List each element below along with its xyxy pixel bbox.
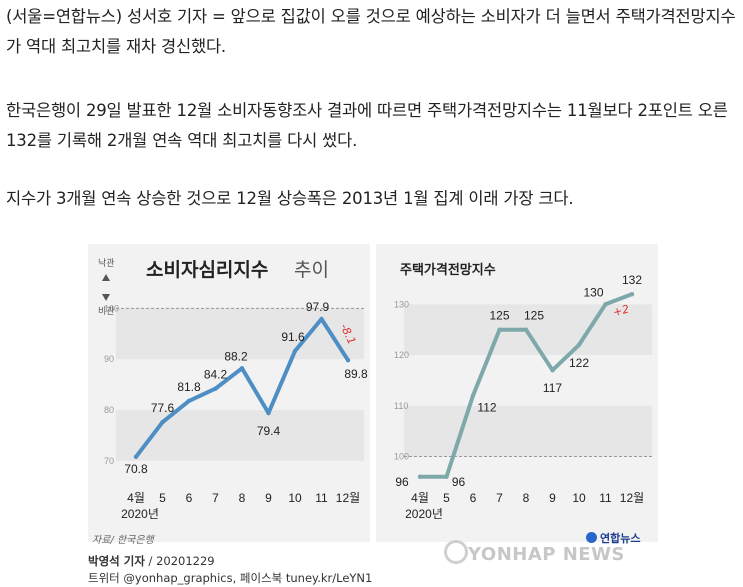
right-point-3	[497, 327, 502, 332]
left-xtick-2: 6	[186, 491, 193, 505]
credit-author-name: 박영석 기자	[88, 554, 145, 568]
left-data-label-7: 97.9	[306, 300, 330, 314]
left-data-label-8: 89.8	[344, 367, 368, 381]
left-band-1	[116, 410, 364, 461]
right-data-label-8: 132	[622, 273, 642, 287]
right-data-label-7: 130	[583, 285, 603, 299]
pessimism-down-triangle	[102, 294, 110, 301]
left-point-0	[133, 454, 139, 459]
right-xtick-2: 6	[470, 491, 477, 505]
left-point-4	[239, 366, 245, 371]
right-xtick-1: 5	[443, 491, 450, 505]
watermark-icon	[444, 540, 468, 564]
left-point-2	[186, 398, 192, 404]
optimism-label: 낙관	[98, 258, 115, 269]
left-xtick-3: 7	[212, 491, 219, 505]
right-point-7	[603, 302, 608, 307]
left-point-5	[266, 410, 271, 416]
left-data-label-5: 79.4	[257, 424, 281, 438]
right-xtick-7: 11	[599, 491, 612, 505]
right-data-label-5: 117	[543, 381, 562, 395]
right-chart-title: 주택가격전망지수	[400, 262, 496, 278]
article-paragraph-3: 지수가 3개월 연속 상승한 것으로 12월 상승폭은 2013년 1월 집계 …	[6, 189, 574, 208]
chart-svg: 70 80 90 100 70.8 77.681.884.2 88.2 79.4 91.6 97.…	[88, 244, 658, 542]
brand-logo-icon	[586, 532, 597, 543]
left-xtick-7: 11	[315, 491, 328, 505]
right-xtick-3: 7	[496, 491, 503, 505]
left-data-label-3: 84.2	[204, 368, 228, 382]
right-point-8	[629, 291, 635, 297]
right-ytick-110: 110	[394, 401, 408, 411]
right-xtick-5: 9	[549, 491, 556, 505]
right-annotation: +2	[612, 302, 631, 319]
right-point-4	[523, 327, 529, 332]
infographic: 70 80 90 100 70.8 77.6 81.8 84.2 88.2 79.4 91.6 97.…	[88, 244, 658, 587]
left-data-label-1: 77.6	[151, 401, 175, 415]
right-ytick-120: 120	[394, 350, 409, 360]
right-xtick-4: 8	[523, 491, 530, 505]
right-data-label-0: 96	[395, 475, 409, 489]
left-x-group-label: 2020년	[121, 507, 159, 521]
credit-date: / 20201229	[144, 554, 215, 568]
left-data-label-0: 70.8	[124, 462, 148, 476]
left-panel-bg	[88, 244, 370, 542]
left-chart-subtitle: 추이	[294, 259, 329, 281]
data-source: 자료/ 한국은행	[92, 535, 154, 546]
credit-social: 트위터 @yonhap_graphics, 페이스북 tuney.kr/LeYN…	[88, 571, 373, 585]
brand-logo: 연합뉴스	[586, 530, 640, 546]
left-ytick-80: 80	[104, 405, 114, 415]
left-point-8	[345, 357, 351, 363]
right-data-label-4: 125	[524, 309, 544, 323]
right-xtick-0: 4월	[411, 491, 429, 505]
left-point-3	[213, 386, 218, 391]
right-point-0	[417, 474, 423, 479]
right-band-1	[404, 405, 652, 457]
left-ytick-70: 70	[104, 456, 114, 466]
left-ytick-90: 90	[104, 354, 114, 364]
right-data-label-6: 122	[569, 356, 589, 370]
left-point-7	[319, 316, 324, 322]
optimism-up-triangle	[102, 274, 110, 281]
watermark: YONHAP NEWS	[468, 544, 625, 565]
left-ytick-100: 100	[104, 303, 119, 313]
right-x-group-label: 2020년	[405, 507, 443, 521]
left-data-label-4: 88.2	[224, 349, 248, 363]
right-data-label-2: 112	[477, 401, 496, 415]
left-point-6	[292, 348, 298, 354]
left-band-0	[116, 308, 364, 360]
left-xtick-1: 5	[159, 491, 166, 505]
right-panel-bg	[376, 244, 658, 542]
right-ytick-130: 130	[394, 299, 409, 309]
left-xtick-4: 8	[239, 491, 246, 505]
credit-author: 박영석 기자 / 20201229	[88, 553, 215, 569]
left-xtick-5: 9	[265, 491, 272, 505]
right-point-2	[470, 393, 476, 398]
left-xtick-0: 4월	[127, 491, 145, 505]
right-ytick-100: 100	[394, 451, 409, 461]
left-point-1	[160, 420, 165, 425]
brand-name: 연합뉴스	[600, 532, 641, 545]
pessimism-label: 비관	[98, 306, 115, 317]
right-point-1	[444, 474, 449, 479]
right-data-label-3: 125	[489, 309, 509, 323]
left-chart-title: 소비자심리지수	[146, 259, 268, 281]
article-paragraph-2: 한국은행이 29일 발표한 12월 소비자동향조사 결과에 따르면 주택가격전망…	[6, 101, 728, 150]
left-xtick-6: 10	[288, 491, 302, 505]
right-xtick-8: 12월	[620, 491, 644, 505]
left-data-label-6: 91.6	[281, 330, 305, 344]
right-point-6	[576, 342, 582, 348]
right-point-5	[550, 368, 555, 373]
left-data-label-2: 81.8	[177, 380, 201, 394]
article-paragraph-1: (서울=연합뉴스) 성서호 기자 = 앞으로 집값이 오를 것으로 예상하는 소…	[6, 7, 736, 56]
right-data-label-1: 96	[452, 475, 466, 489]
right-xtick-6: 10	[572, 491, 586, 505]
left-xtick-8: 12월	[336, 491, 360, 505]
